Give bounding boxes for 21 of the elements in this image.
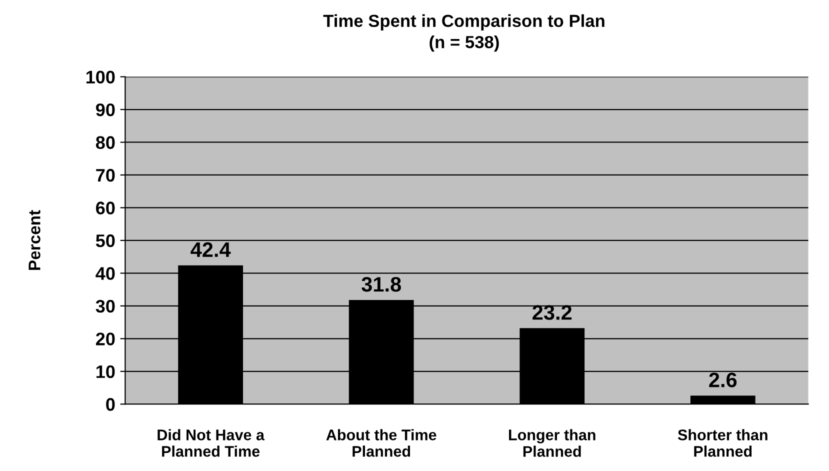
data-label: 31.8: [362, 276, 401, 292]
y-tick-label: 40: [96, 267, 115, 280]
data-label: 2.6: [709, 372, 737, 388]
data-label: 42.4: [190, 242, 231, 257]
y-tick-label: 60: [96, 202, 115, 214]
x-tick-label: About the Time Planned: [326, 429, 436, 457]
y-axis-title: Percent: [28, 210, 40, 270]
y-tick-label: 20: [96, 332, 115, 346]
y-tick-label: 90: [96, 103, 115, 116]
y-tick-label: 100: [86, 70, 115, 84]
y-tick-label: 80: [96, 136, 115, 149]
y-tick-label: 10: [96, 365, 115, 378]
y-tick-label: 0: [106, 398, 115, 411]
y-tick-label: 30: [96, 300, 115, 313]
x-tick-label: Shorter than Planned: [678, 429, 768, 457]
chart-subtitle: (n = 538): [430, 35, 499, 52]
chart-title: Time Spent in Comparison to Plan: [323, 14, 604, 30]
y-tick-label: 50: [96, 234, 115, 248]
x-tick-label: Did Not Have a Planned Time: [158, 429, 265, 457]
x-tick-label: Longer than Planned: [509, 429, 596, 457]
y-tick-label: 70: [96, 168, 115, 182]
